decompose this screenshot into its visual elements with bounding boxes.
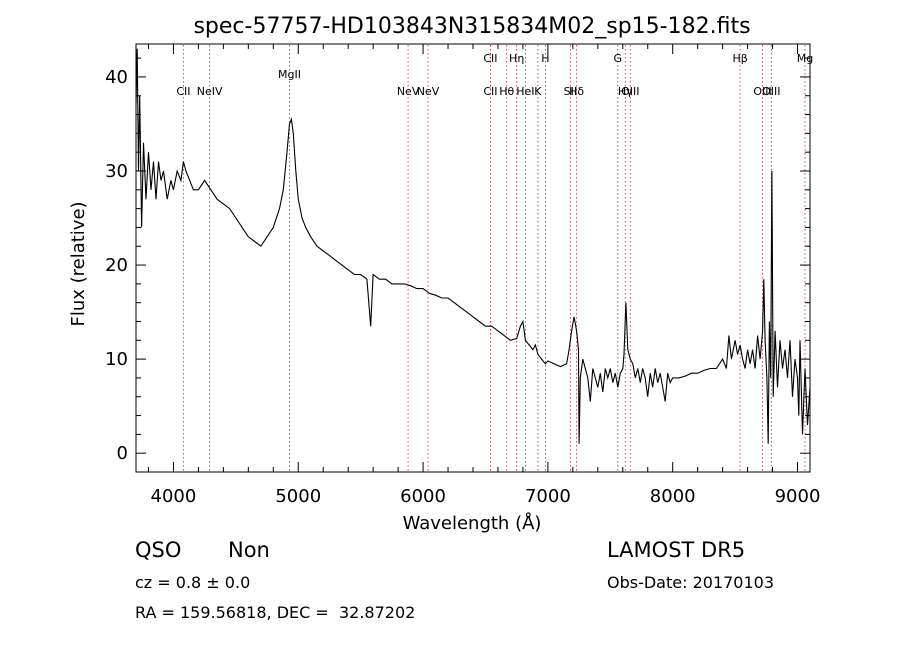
spectral-line-label: CII: [483, 52, 497, 65]
data-release: LAMOST DR5: [607, 538, 746, 562]
y-axis: 0 10 20 30 40: [105, 57, 810, 464]
spectral-line-label: HeI: [516, 85, 534, 98]
spectral-line-label: NeV: [397, 85, 420, 98]
spectral-line-label: Hβ: [732, 52, 747, 65]
x-tick-label: 9000: [775, 486, 821, 507]
x-axis-label: Wavelength (Å): [403, 512, 542, 534]
x-tick-label: 8000: [650, 486, 696, 507]
plot-frame: [135, 43, 811, 473]
spectral-line-label: CII: [483, 85, 497, 98]
spectral-line-label: G: [614, 52, 623, 65]
spectral-line-label: OIII: [762, 85, 780, 98]
spectral-line-label: Hγ: [618, 85, 633, 98]
spectral-line-label: MgII: [278, 68, 301, 81]
x-tick-label: 7000: [525, 486, 571, 507]
y-tick-label: 0: [117, 443, 128, 464]
spectrum-line: [135, 48, 811, 444]
spectral-line-label: Hη: [509, 52, 524, 65]
spectral-line-label: H: [541, 52, 549, 65]
object-subclass: Non: [228, 538, 270, 562]
y-tick-label: 30: [105, 161, 128, 182]
spectral-line-label: SII: [564, 85, 577, 98]
observation-date: Obs-Date: 20170103: [607, 573, 775, 592]
x-tick-label: 6000: [400, 486, 446, 507]
chart-title: spec-57757-HD103843N315834M02_sp15-182.f…: [193, 14, 750, 39]
spectral-line-label: K: [534, 85, 542, 98]
spectral-line-label: CII: [176, 85, 190, 98]
spectral-line-markers: [183, 45, 806, 471]
spectral-line-label: NeV: [417, 85, 440, 98]
y-tick-label: 20: [105, 255, 128, 276]
object-class: QSO: [135, 538, 182, 562]
x-tick-label: 5000: [275, 486, 321, 507]
spectral-line-label: Hδ: [569, 85, 584, 98]
spectral-line-label: OIII: [753, 85, 771, 98]
y-axis-label: Flux (relative): [68, 201, 89, 326]
x-axis: 4000 5000 6000 7000 8000 9000: [147, 44, 821, 507]
x-tick-label: 4000: [151, 486, 197, 507]
y-tick-label: 40: [105, 67, 128, 88]
spectral-line-label: OIII: [621, 85, 639, 98]
redshift-info: cz = 0.8 ± 0.0: [135, 573, 251, 592]
y-tick-label: 10: [105, 349, 128, 370]
spectral-line-label: Hθ: [499, 85, 514, 98]
coordinates-info: RA = 159.56818, DEC = 32.87202: [135, 603, 416, 622]
spectral-line-label: NeIV: [197, 85, 223, 98]
